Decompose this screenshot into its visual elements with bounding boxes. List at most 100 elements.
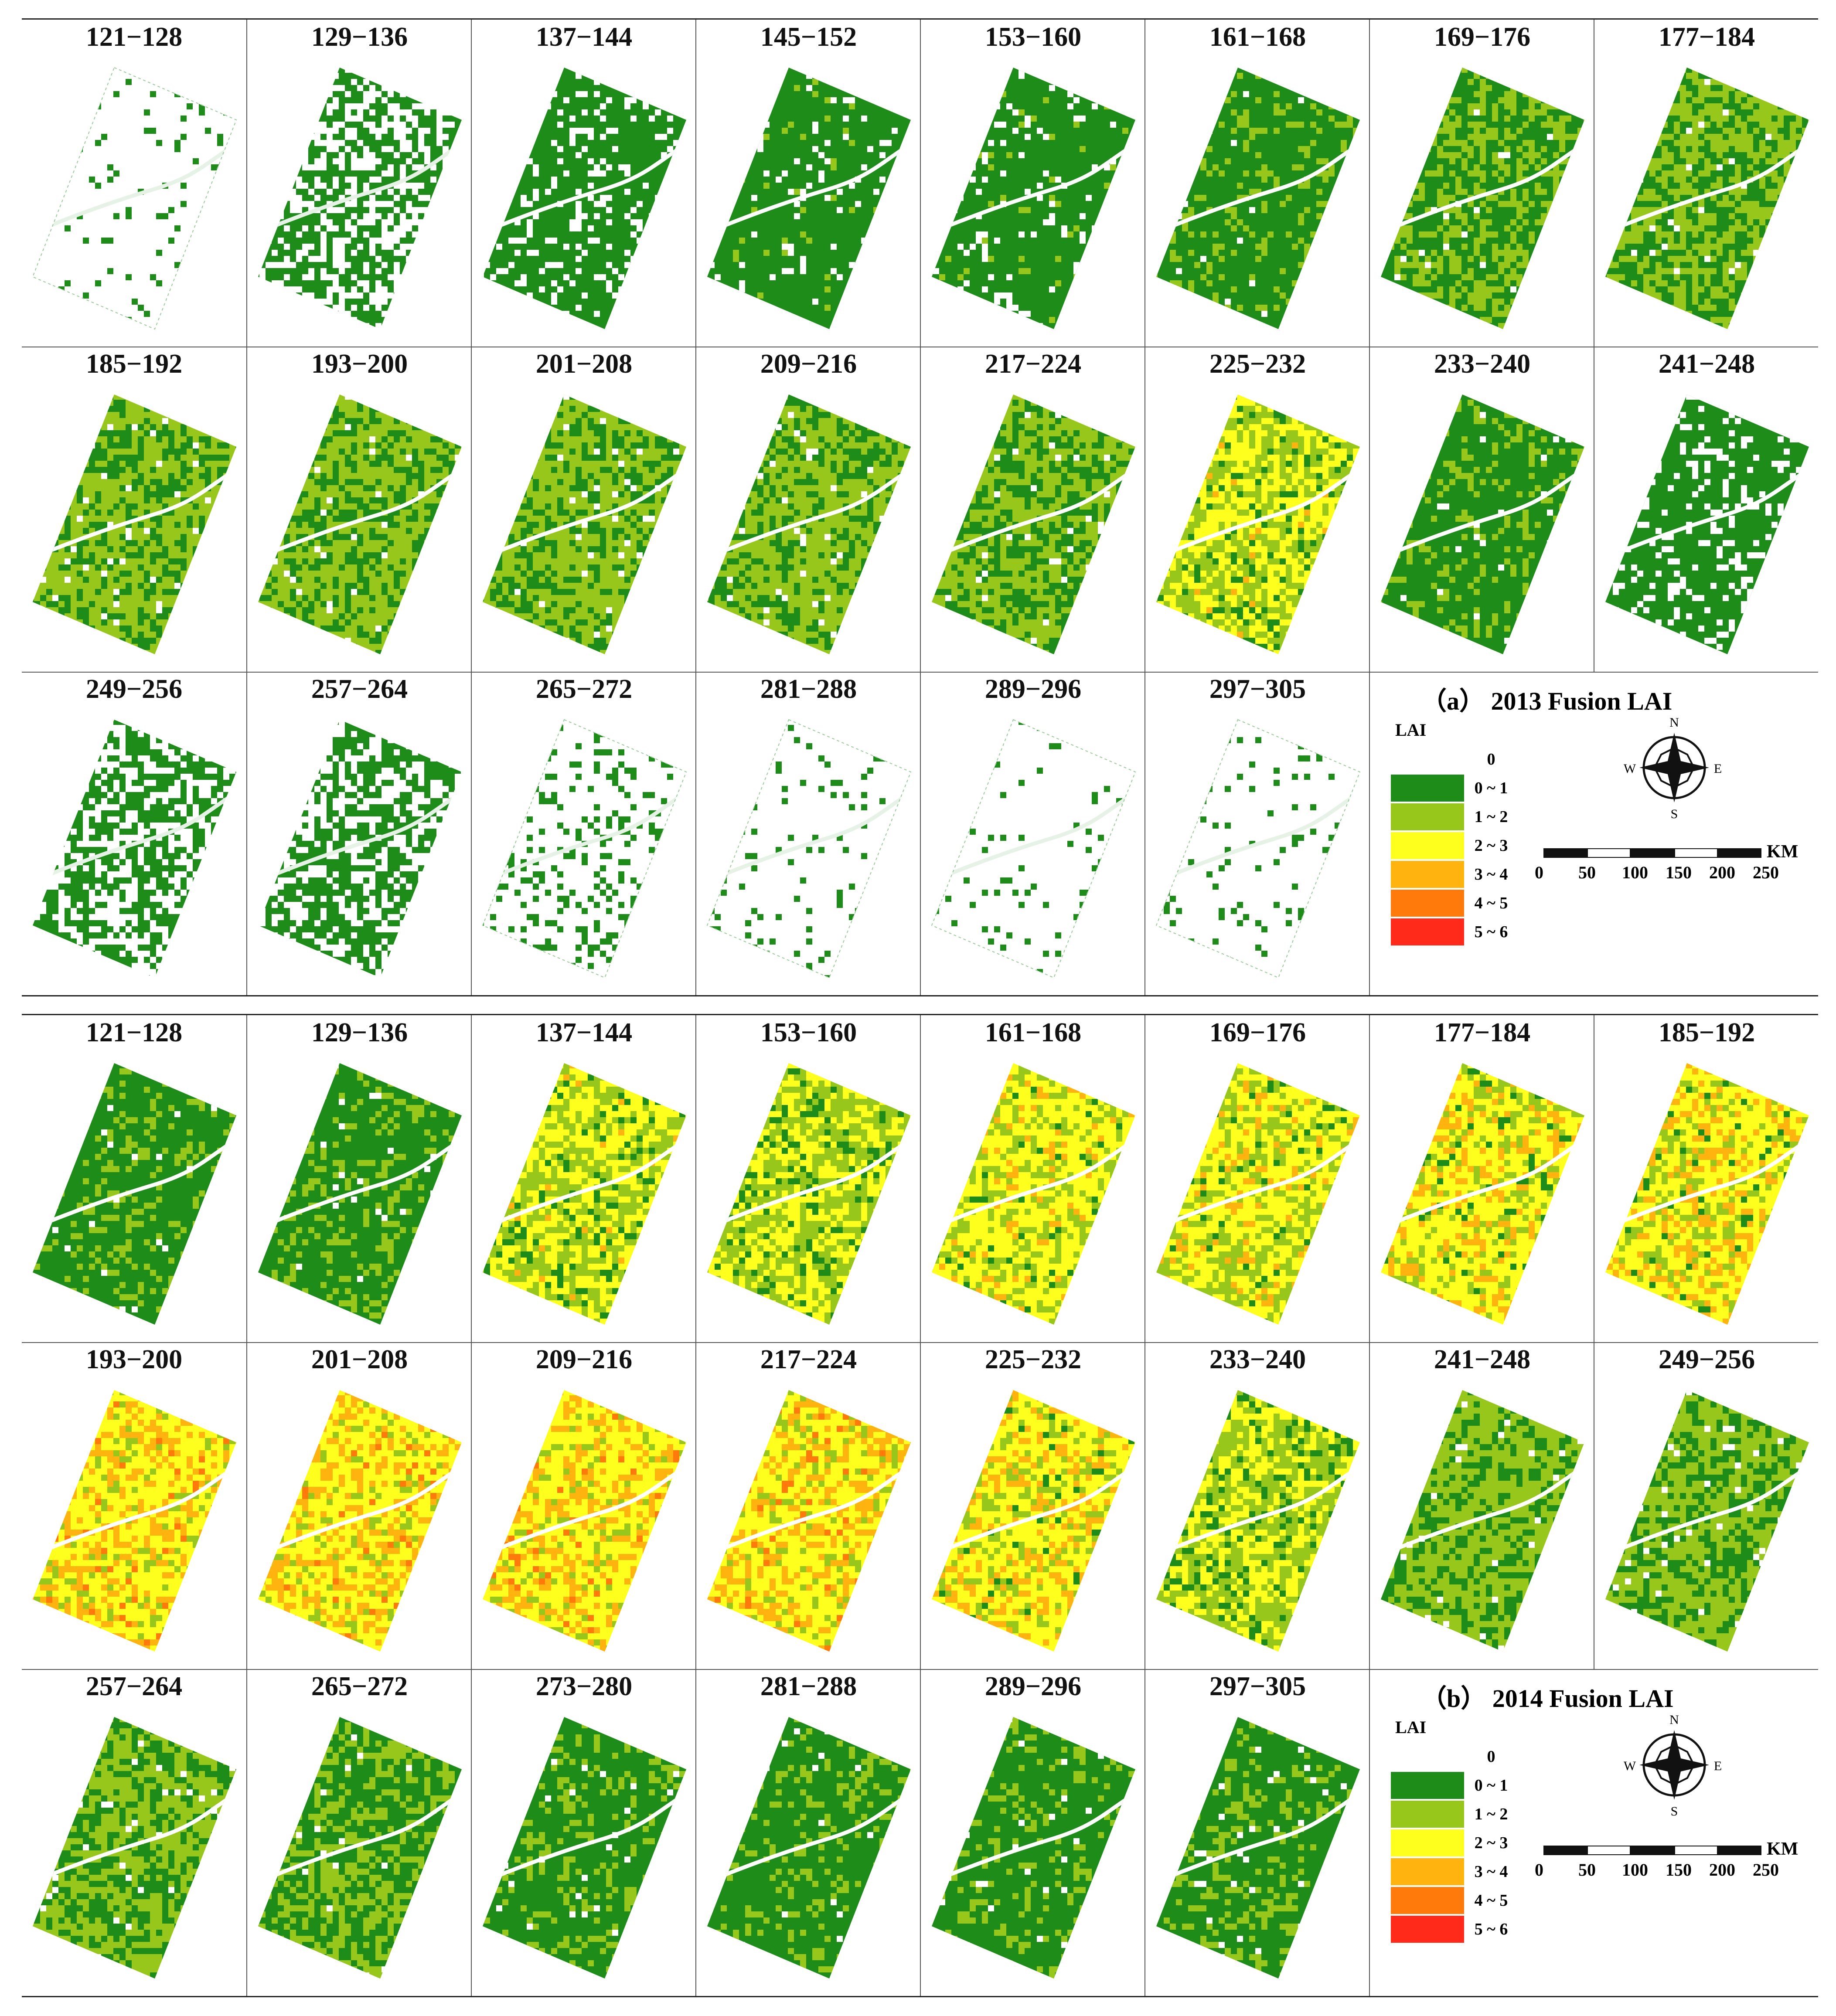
period-label: 153−160 (696, 1015, 921, 1050)
lai-map (707, 394, 911, 654)
scale-tick-label: 150 (1666, 862, 1692, 883)
legend-item: 2 ~ 3 (1391, 832, 1522, 859)
scale-segment (1587, 848, 1631, 858)
map-cell: 209−216 (471, 1342, 695, 1669)
lai-map (707, 68, 911, 329)
lai-map (707, 1390, 911, 1652)
map-cell: 249−256 (22, 672, 246, 995)
map-cell: 153−160 (920, 20, 1145, 347)
period-label: 201−208 (472, 347, 696, 381)
lai-map (1381, 68, 1584, 329)
lai-map (1605, 394, 1809, 654)
scale-tick-label: 100 (1622, 862, 1648, 883)
legend-item: 5 ~ 6 (1391, 918, 1522, 945)
panel-2013: 121−128 129−136 137−144 145−152 153−160 161−1… (22, 18, 1818, 996)
scale-bar: 0 50 100 150 200 250 KM (1535, 842, 1805, 901)
scale-segment (1674, 1846, 1718, 1855)
period-label: 121−128 (22, 20, 246, 54)
compass-rose-icon: N S E W (1624, 715, 1722, 820)
legend-label: 3 ~ 4 (1465, 861, 1517, 888)
lai-map (932, 1390, 1135, 1652)
legend-swatch (1391, 890, 1464, 917)
scale-tick-label: 250 (1753, 862, 1779, 883)
lai-map (1156, 68, 1360, 329)
lai-map (483, 68, 686, 329)
scale-unit-label: KM (1767, 841, 1798, 862)
period-label: 137−144 (472, 20, 696, 54)
legend-swatch (1391, 1772, 1464, 1799)
panel-2014: 121−128 129−136 137−144 153−160 161−168 169−1… (22, 1014, 1818, 1997)
map-cell: 185−192 (1594, 1015, 1818, 1342)
period-label: 169−176 (1145, 1015, 1370, 1050)
lai-map (33, 394, 236, 654)
map-cell: 177−184 (1594, 20, 1818, 347)
legend-item: 1 ~ 2 (1391, 803, 1522, 830)
map-cell: 201−208 (471, 347, 695, 672)
period-label: 289−296 (921, 672, 1145, 707)
lai-map (1381, 1063, 1584, 1325)
map-cell: 129−136 (246, 20, 471, 347)
map-cell: 177−184 (1369, 1015, 1594, 1342)
lai-map (1605, 68, 1809, 329)
period-label: 265−272 (247, 1669, 472, 1704)
legend-item: 1 ~ 2 (1391, 1801, 1522, 1828)
legend-item: 2 ~ 3 (1391, 1829, 1522, 1856)
map-cell: 289−296 (920, 672, 1145, 995)
lai-map (258, 1063, 462, 1325)
period-label: 281−288 (696, 1669, 921, 1704)
map-cell: 217−224 (695, 1342, 920, 1669)
map-cell: 225−232 (920, 1342, 1145, 1669)
lai-map (1155, 719, 1361, 979)
legend-item: 4 ~ 5 (1391, 1887, 1522, 1914)
map-cell: 121−128 (22, 20, 246, 347)
map-cell: 265−272 (246, 1669, 471, 1996)
panel-title: （b） 2014 Fusion LAI (1421, 1678, 1674, 1714)
period-label: 209−216 (472, 1342, 696, 1377)
lai-map (1381, 1390, 1584, 1652)
map-cell: 145−152 (695, 20, 920, 347)
legend-swatch (1391, 832, 1464, 859)
legend-item: 3 ~ 4 (1391, 861, 1522, 888)
legend-swatch (1391, 1801, 1464, 1828)
lai-map (258, 394, 462, 654)
lai-map (258, 68, 462, 329)
lai-map (1605, 1390, 1809, 1652)
legend-label: 5 ~ 6 (1465, 1916, 1517, 1943)
scale-tick-label: 0 (1535, 1860, 1543, 1880)
map-cell: 281−288 (695, 1669, 920, 1996)
period-label: 193−200 (22, 1342, 246, 1377)
map-cell: 161−168 (920, 1015, 1145, 1342)
map-cell: 121−128 (22, 1015, 246, 1342)
legend-swatch (1391, 775, 1464, 802)
legend-swatch (1391, 1829, 1464, 1856)
period-label: 153−160 (921, 20, 1145, 54)
map-cell: 281−288 (695, 672, 920, 995)
lai-map (931, 719, 1136, 979)
period-label: 257−264 (22, 1669, 246, 1704)
period-label: 177−184 (1594, 20, 1819, 54)
compass-direction-label: N (1669, 715, 1679, 730)
map-cell: 217−224 (920, 347, 1145, 672)
map-cell: 297−305 (1145, 1669, 1369, 1996)
period-label: 217−224 (921, 347, 1145, 381)
lai-map (258, 1717, 462, 1979)
lai-map (483, 394, 686, 654)
period-label: 297−305 (1145, 672, 1370, 707)
compass-direction-label: W (1624, 762, 1636, 776)
period-label: 193−200 (247, 347, 472, 381)
lai-map (1156, 1063, 1360, 1325)
lai-map (258, 720, 462, 978)
period-label: 209−216 (696, 347, 921, 381)
map-cell: 137−144 (471, 20, 695, 347)
map-cell: 289−296 (920, 1669, 1145, 1996)
scale-tick-label: 50 (1578, 862, 1596, 883)
scale-segment (1631, 848, 1674, 858)
legend-item: 0 ~ 1 (1391, 1772, 1522, 1799)
compass-direction-label: E (1714, 762, 1722, 776)
lai-map (1156, 1717, 1360, 1979)
period-label: 185−192 (1594, 1015, 1819, 1050)
legend-label: 3 ~ 4 (1465, 1858, 1517, 1885)
map-cell: 265−272 (471, 672, 695, 995)
grid-divider (1369, 1669, 1370, 1996)
legend-swatch (1391, 1743, 1464, 1770)
